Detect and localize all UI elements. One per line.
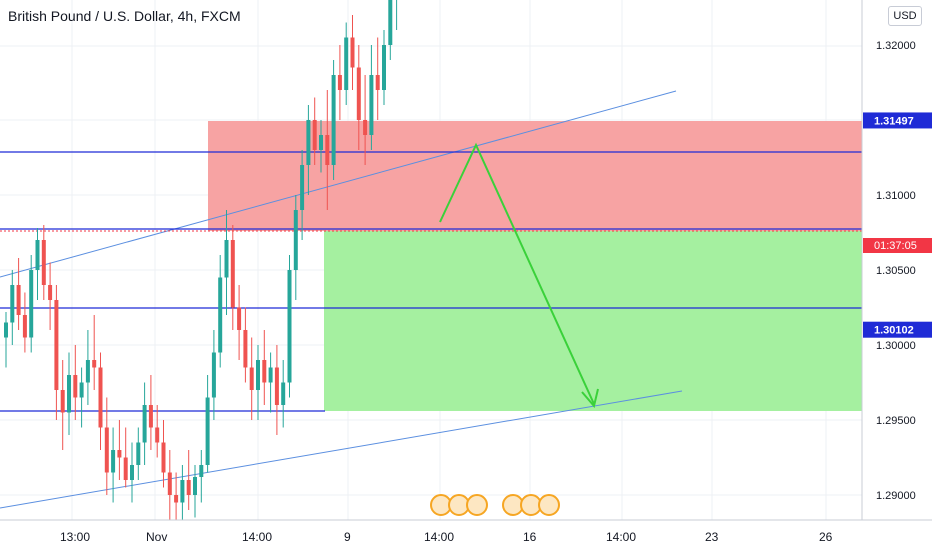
price-tick-label: 1.29000 bbox=[876, 490, 916, 502]
candle-up bbox=[300, 165, 305, 210]
candle-down bbox=[243, 330, 248, 368]
price-tick-label: 1.30500 bbox=[876, 265, 916, 277]
time-label: 26 bbox=[819, 530, 833, 544]
candle-up bbox=[10, 285, 15, 323]
candle-down bbox=[16, 285, 21, 315]
candle-down bbox=[186, 480, 191, 495]
candle-down bbox=[155, 427, 160, 443]
time-label: Nov bbox=[146, 530, 167, 544]
uk-flag-icon[interactable] bbox=[466, 494, 488, 516]
candle-up bbox=[331, 75, 336, 165]
candle-up bbox=[180, 480, 185, 503]
upper-trendline[interactable] bbox=[0, 90, 677, 278]
projection-arrow[interactable] bbox=[439, 142, 599, 409]
candle-up bbox=[224, 240, 229, 278]
candle-up bbox=[79, 382, 84, 398]
candle-down bbox=[375, 75, 380, 90]
candle-up bbox=[369, 75, 374, 135]
price-tag-label: 1.30102 bbox=[874, 325, 914, 337]
candle-down bbox=[249, 367, 254, 390]
candle-down bbox=[337, 75, 342, 90]
candle-up bbox=[306, 120, 311, 165]
candle-up bbox=[199, 465, 204, 477]
stop-loss-zone[interactable] bbox=[208, 121, 862, 231]
candle-up bbox=[85, 360, 90, 383]
candle-up bbox=[35, 240, 40, 270]
candles bbox=[4, 0, 398, 533]
time-label: 13:00 bbox=[60, 530, 90, 544]
candle-down bbox=[325, 135, 330, 165]
countdown-tag bbox=[863, 238, 932, 253]
chart-title: British Pound / U.S. Dollar, 4h, FXCM bbox=[8, 8, 241, 24]
price-tick-label: 1.29500 bbox=[876, 415, 916, 427]
candle-up bbox=[382, 45, 386, 90]
candle-up bbox=[388, 0, 393, 45]
candle-down bbox=[230, 240, 235, 308]
candle-up bbox=[67, 375, 71, 413]
price-tag bbox=[863, 112, 932, 129]
price-tick-label: 1.32000 bbox=[876, 40, 916, 52]
candle-down bbox=[60, 390, 65, 413]
candle-down bbox=[356, 67, 361, 120]
candle-down bbox=[363, 120, 368, 135]
candle-up bbox=[287, 270, 292, 383]
currency-button[interactable]: USD bbox=[888, 6, 922, 26]
candle-up bbox=[218, 277, 223, 353]
candle-down bbox=[123, 457, 128, 480]
time-label: 14:00 bbox=[242, 530, 272, 544]
price-axis[interactable]: 1.355001.350001.345001.340001.335001.330… bbox=[861, 0, 932, 520]
candle-up bbox=[130, 465, 134, 480]
candle-down bbox=[41, 240, 46, 285]
candle-down bbox=[48, 285, 53, 300]
candle-up bbox=[193, 477, 197, 495]
economic-events[interactable] bbox=[430, 494, 560, 516]
candle-down bbox=[161, 442, 166, 473]
candle-down bbox=[274, 367, 279, 405]
time-label: 14:00 bbox=[424, 530, 454, 544]
candle-up bbox=[111, 450, 116, 473]
candle-down bbox=[92, 360, 97, 368]
candle-up bbox=[344, 37, 349, 90]
candle-down bbox=[73, 375, 78, 398]
candle-down bbox=[174, 495, 179, 503]
candle-down bbox=[237, 307, 242, 330]
time-axis[interactable]: 13:00 Nov 14:00 9 14:00 16 14:00 23 26 bbox=[0, 519, 932, 550]
candle-down bbox=[98, 367, 103, 428]
candle-up bbox=[136, 442, 141, 465]
candle-up bbox=[211, 352, 216, 398]
take-profit-zone[interactable] bbox=[324, 231, 862, 411]
candle-up bbox=[142, 405, 147, 443]
price-tag-label: 1.31497 bbox=[874, 115, 914, 127]
price-tag bbox=[863, 321, 932, 338]
time-label: 14:00 bbox=[606, 530, 636, 544]
candle-down bbox=[148, 405, 153, 428]
candle-down bbox=[22, 315, 27, 338]
price-tick-label: 1.30000 bbox=[876, 340, 916, 352]
candle-down bbox=[262, 360, 267, 383]
candle-up bbox=[4, 322, 8, 338]
candle-up bbox=[281, 382, 286, 405]
candle-up bbox=[319, 135, 323, 150]
candle-down bbox=[104, 427, 109, 473]
candle-down bbox=[350, 37, 355, 68]
time-label: 9 bbox=[344, 530, 351, 544]
candle-up bbox=[268, 367, 273, 383]
candle-down bbox=[167, 472, 172, 495]
us-flag-icon[interactable] bbox=[538, 494, 560, 516]
candle-up bbox=[256, 360, 260, 390]
countdown-text: 01:37:05 bbox=[874, 240, 917, 252]
candle-up bbox=[293, 210, 298, 270]
time-label: 16 bbox=[523, 530, 537, 544]
time-label: 23 bbox=[705, 530, 719, 544]
candle-down bbox=[117, 450, 122, 458]
candle-down bbox=[312, 120, 317, 150]
candle-up bbox=[29, 270, 34, 338]
lower-trendline[interactable] bbox=[0, 390, 683, 509]
candle-up bbox=[205, 397, 210, 465]
candle-down bbox=[54, 300, 59, 390]
price-tick-label: 1.31000 bbox=[876, 190, 916, 202]
